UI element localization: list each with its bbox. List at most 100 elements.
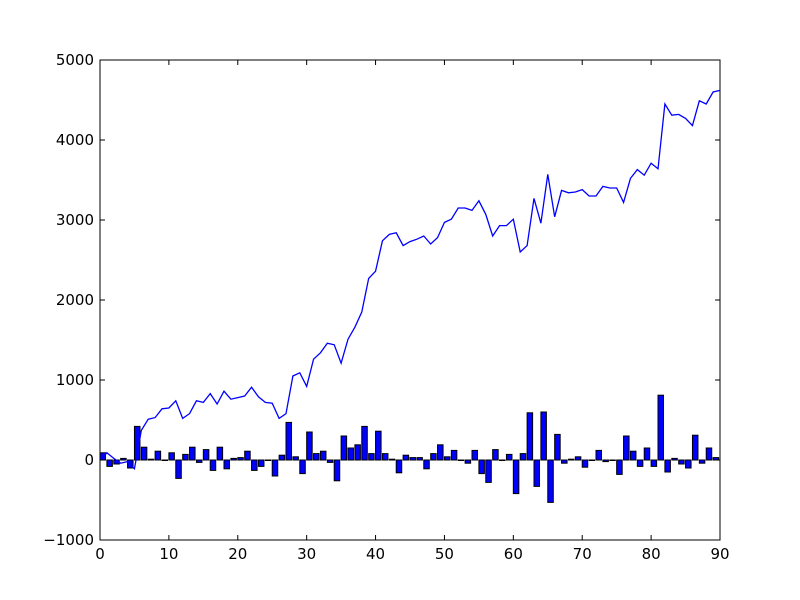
bar bbox=[340, 435, 348, 461]
bar bbox=[478, 459, 485, 475]
bar bbox=[140, 446, 148, 461]
bar bbox=[271, 459, 279, 477]
x-tick-label: 90 bbox=[710, 545, 729, 563]
bar bbox=[685, 459, 692, 469]
bar bbox=[313, 453, 320, 461]
bar bbox=[616, 459, 623, 475]
bar bbox=[257, 459, 265, 467]
y-tick-label: 4000 bbox=[56, 131, 94, 149]
bar bbox=[195, 459, 203, 463]
bar bbox=[423, 459, 430, 470]
x-tick-label: 80 bbox=[642, 545, 661, 563]
y-tick-label: 3000 bbox=[56, 211, 94, 229]
bar bbox=[147, 458, 155, 461]
bar bbox=[485, 459, 492, 483]
bar bbox=[106, 459, 113, 467]
bar bbox=[450, 449, 458, 461]
bar bbox=[202, 449, 210, 461]
bar bbox=[464, 459, 472, 464]
x-tick-label: 30 bbox=[297, 545, 316, 563]
bar bbox=[678, 459, 685, 465]
bar bbox=[299, 459, 306, 475]
bar bbox=[216, 446, 224, 461]
bar bbox=[505, 453, 513, 461]
bar bbox=[361, 425, 368, 461]
line-series bbox=[99, 89, 721, 471]
x-tick-label: 60 bbox=[504, 545, 523, 563]
y-tick-label: 0 bbox=[84, 451, 94, 469]
bar bbox=[643, 447, 651, 461]
bar bbox=[120, 457, 127, 461]
bar-series bbox=[99, 394, 720, 503]
bar bbox=[244, 450, 251, 461]
y-tick-label: −1000 bbox=[43, 531, 94, 549]
bar bbox=[567, 458, 575, 461]
bar bbox=[168, 452, 175, 461]
bar bbox=[319, 450, 327, 461]
bar bbox=[671, 457, 678, 461]
bar bbox=[223, 459, 231, 470]
bar bbox=[629, 450, 637, 461]
bar bbox=[285, 421, 293, 461]
bar bbox=[457, 459, 465, 461]
bar bbox=[705, 447, 713, 461]
bar bbox=[209, 459, 217, 471]
x-tick-label: 10 bbox=[159, 545, 178, 563]
bar bbox=[292, 456, 299, 461]
bar bbox=[533, 459, 541, 487]
bar bbox=[326, 459, 334, 463]
bar bbox=[381, 453, 389, 461]
bar bbox=[388, 458, 396, 461]
x-tick-label: 50 bbox=[435, 545, 454, 563]
bar bbox=[595, 449, 603, 461]
bar bbox=[251, 459, 258, 471]
bar bbox=[175, 459, 182, 479]
bar bbox=[561, 459, 568, 464]
bar bbox=[574, 456, 582, 461]
axes-frame bbox=[99, 59, 721, 541]
bar bbox=[581, 459, 589, 468]
bar bbox=[623, 435, 630, 461]
x-tick-label: 0 bbox=[95, 545, 105, 563]
bar bbox=[237, 457, 244, 461]
bar bbox=[333, 459, 341, 482]
bar bbox=[698, 459, 706, 464]
bar bbox=[471, 449, 479, 461]
bar bbox=[602, 459, 609, 463]
x-tick-label: 40 bbox=[366, 545, 385, 563]
bar bbox=[650, 459, 658, 467]
bar bbox=[189, 446, 196, 461]
bar bbox=[347, 447, 355, 461]
bar bbox=[512, 459, 520, 495]
bar bbox=[375, 430, 382, 461]
bar bbox=[540, 411, 547, 461]
bar bbox=[526, 412, 534, 461]
y-tick-label: 1000 bbox=[56, 371, 94, 389]
bar bbox=[547, 459, 554, 503]
bar bbox=[691, 434, 699, 461]
bar bbox=[416, 457, 423, 461]
bar bbox=[230, 457, 237, 461]
bar bbox=[657, 394, 665, 461]
x-tick-label: 20 bbox=[228, 545, 247, 563]
bar bbox=[409, 457, 417, 461]
bar bbox=[437, 444, 444, 461]
bar bbox=[306, 431, 313, 461]
bar bbox=[368, 453, 375, 461]
x-axis: 0 10 20 30 40 50 60 70 80 90 bbox=[95, 60, 730, 563]
bar bbox=[499, 459, 506, 461]
bar bbox=[609, 459, 616, 461]
bar bbox=[278, 454, 286, 461]
y-axis: −1000 0 1000 2000 3000 4000 5000 bbox=[43, 51, 720, 549]
bar bbox=[402, 454, 410, 461]
bar bbox=[554, 433, 561, 461]
bar bbox=[492, 449, 499, 461]
bar bbox=[588, 459, 596, 461]
y-tick-label: 2000 bbox=[56, 291, 94, 309]
bar bbox=[430, 453, 437, 461]
bar bbox=[664, 459, 671, 473]
bar bbox=[264, 459, 272, 461]
bar bbox=[395, 459, 403, 474]
y-tick-label: 5000 bbox=[56, 51, 94, 69]
